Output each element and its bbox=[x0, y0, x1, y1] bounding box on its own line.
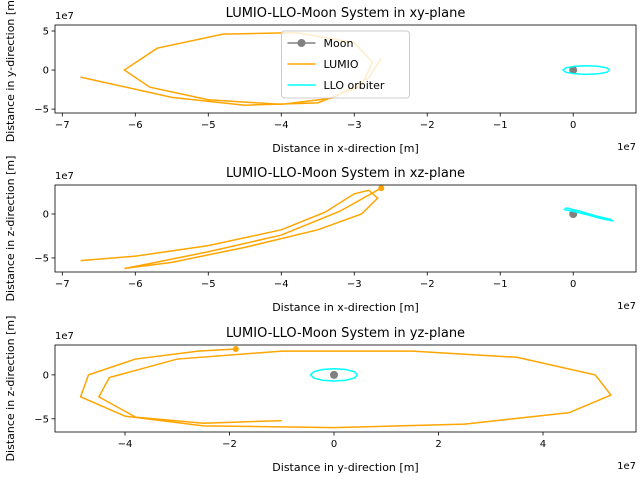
legend-box bbox=[281, 30, 410, 99]
y-tick-label: 0 bbox=[43, 370, 49, 381]
point-marker bbox=[569, 66, 578, 75]
x-tick-label: 4 bbox=[540, 439, 546, 450]
y-tick-label: −5 bbox=[34, 105, 49, 116]
chart-title: LUMIO-LLO-Moon System in xy-plane bbox=[226, 6, 466, 21]
x-axis-label: Distance in y-direction [m] bbox=[272, 461, 418, 474]
x-tick-label: −7 bbox=[55, 120, 70, 131]
end-marker bbox=[378, 185, 385, 192]
series-line bbox=[79, 348, 613, 429]
axes-frame bbox=[54, 344, 637, 433]
x-axis-label: Distance in x-direction [m] bbox=[272, 301, 419, 314]
legend-marker bbox=[297, 39, 306, 47]
series-line bbox=[309, 367, 359, 382]
chart-title: LUMIO-LLO-Moon System in yz-plane bbox=[226, 326, 465, 341]
x-tick-label: −6 bbox=[128, 120, 143, 131]
x-tick-label: −7 bbox=[55, 279, 70, 290]
x-tick-label: 0 bbox=[331, 439, 337, 450]
x-tick-label: 0 bbox=[570, 279, 576, 290]
x-tick-label: −5 bbox=[201, 279, 216, 290]
series-line bbox=[80, 187, 382, 270]
y-offset: 1e7 bbox=[55, 331, 74, 342]
plot-area bbox=[80, 185, 614, 270]
x-tick-label: −4 bbox=[118, 439, 133, 450]
series-line bbox=[561, 65, 611, 76]
x-tick-label: −4 bbox=[274, 120, 289, 131]
y-tick-label: −5 bbox=[34, 253, 49, 264]
plot-area bbox=[79, 345, 613, 429]
x-offset: 1e7 bbox=[617, 142, 636, 153]
x-tick-label: 0 bbox=[570, 120, 576, 131]
x-offset: 1e7 bbox=[617, 301, 636, 312]
x-tick-label: −1 bbox=[493, 279, 508, 290]
y-tick-label: 5 bbox=[43, 27, 49, 38]
point-marker bbox=[330, 370, 339, 379]
axes-frame bbox=[54, 24, 637, 114]
y-axis-label: Distance in z-direction [m] bbox=[4, 156, 17, 302]
series-line bbox=[563, 207, 614, 222]
x-tick-label: 2 bbox=[435, 439, 441, 450]
x-tick-label: −2 bbox=[420, 279, 435, 290]
x-tick-label: −2 bbox=[420, 120, 435, 131]
x-tick-label: −2 bbox=[222, 439, 237, 450]
x-tick-label: −3 bbox=[347, 279, 362, 290]
x-axis-label: Distance in x-direction [m] bbox=[272, 142, 419, 155]
legend: Moon LUMIO LLO orbiter bbox=[281, 30, 410, 99]
legend-label: LLO orbiter bbox=[324, 79, 385, 92]
plot-area bbox=[80, 31, 611, 106]
y-tick-label: 0 bbox=[43, 66, 49, 77]
y-tick-label: −5 bbox=[34, 414, 49, 425]
x-offset: 1e7 bbox=[617, 461, 636, 472]
chart-title: LUMIO-LLO-Moon System in xz-plane bbox=[226, 166, 465, 181]
axes-frame bbox=[54, 184, 637, 273]
end-marker bbox=[232, 345, 239, 352]
x-tick-label: −3 bbox=[347, 120, 362, 131]
legend-label: LUMIO bbox=[324, 58, 359, 71]
y-offset: 1e7 bbox=[55, 11, 74, 22]
y-axis-label: Distance in z-direction [m] bbox=[4, 316, 17, 462]
legend-label: Moon bbox=[324, 37, 354, 50]
y-offset: 1e7 bbox=[55, 171, 74, 182]
x-tick-label: −6 bbox=[128, 279, 143, 290]
y-tick-label: 0 bbox=[43, 210, 49, 221]
x-tick-label: −5 bbox=[201, 120, 216, 131]
x-tick-label: −1 bbox=[493, 120, 508, 131]
x-tick-label: −4 bbox=[274, 279, 289, 290]
series-line bbox=[80, 31, 382, 106]
y-axis-label: Distance in y-direction [m] bbox=[4, 0, 17, 142]
